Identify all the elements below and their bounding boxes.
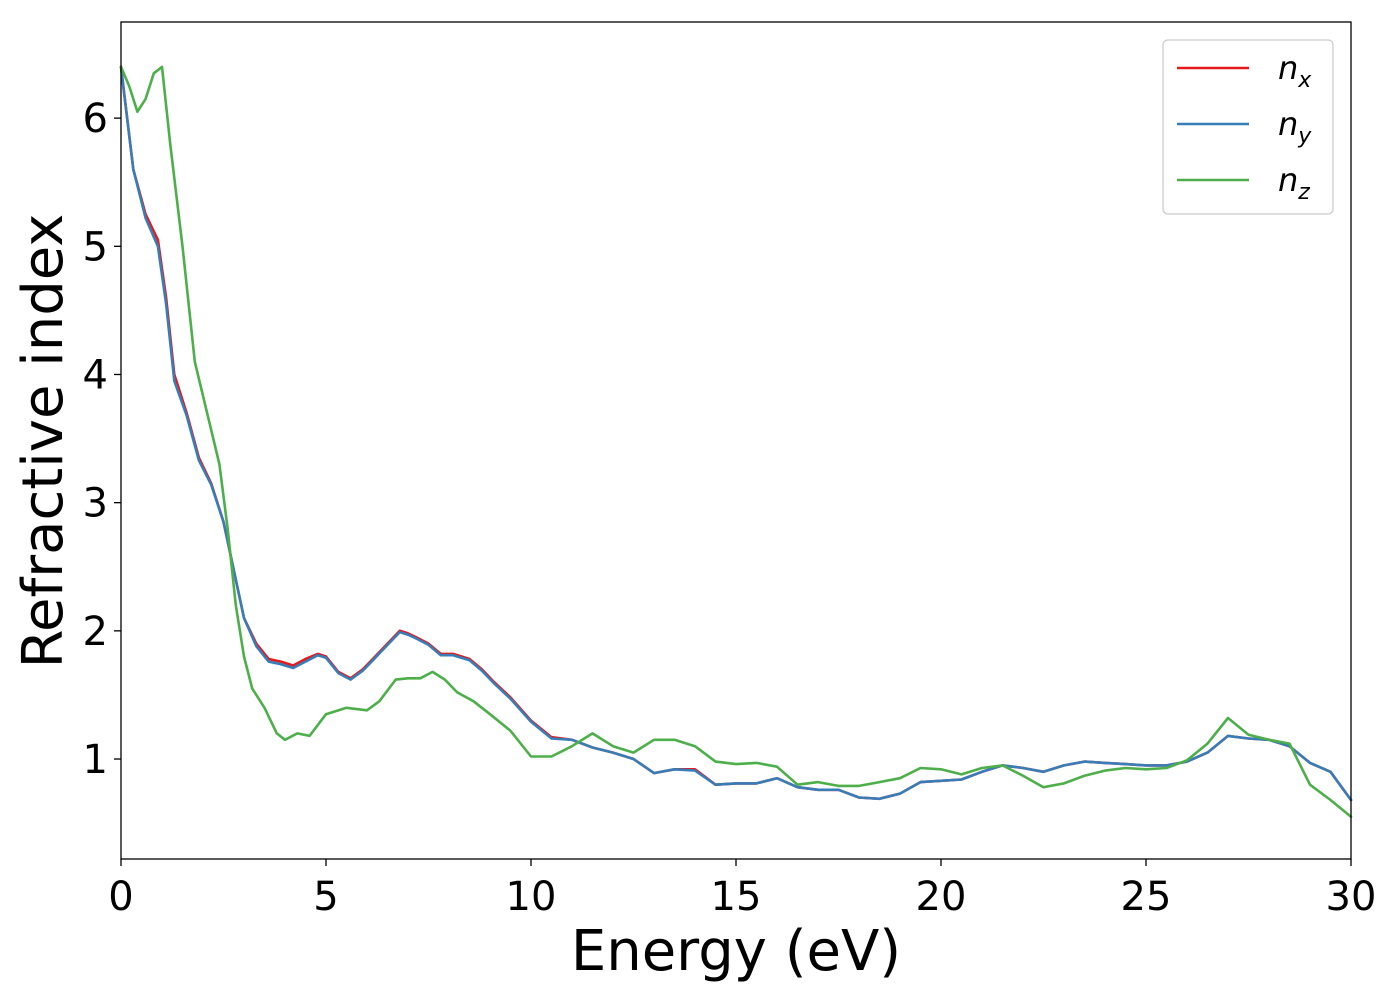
series-layer — [119, 65, 1353, 818]
legend-label-x: nx — [1278, 49, 1312, 93]
y-tick-label: 4 — [83, 352, 108, 398]
y-tick-label: 1 — [83, 737, 108, 783]
x-tick-label: 25 — [1121, 874, 1172, 920]
x-tick-label: 5 — [313, 874, 338, 920]
legend-box — [1162, 39, 1334, 215]
y-tick-label: 2 — [83, 609, 108, 655]
x-tick-label: 15 — [711, 874, 762, 920]
y-tick-label: 6 — [83, 96, 108, 142]
series-line-z — [119, 65, 1353, 818]
legend-label-y: ny — [1278, 105, 1312, 149]
x-tick-label: 0 — [108, 874, 133, 920]
series-line-y — [119, 65, 1353, 802]
x-axis-ticks: 0 5 10 15 20 25 30 — [108, 859, 1376, 920]
y-axis-title: Refractive index — [11, 214, 76, 669]
y-tick-label: 3 — [83, 481, 108, 527]
x-axis-title: Energy (eV) — [571, 919, 901, 984]
legend-label-z: nz — [1278, 161, 1310, 205]
x-tick-label: 30 — [1326, 874, 1377, 920]
x-tick-label: 20 — [916, 874, 967, 920]
x-tick-label: 10 — [506, 874, 557, 920]
y-axis-ticks: 1 2 3 4 5 6 — [83, 96, 121, 783]
y-tick-label: 5 — [83, 224, 108, 270]
legend: nx ny nz — [1162, 39, 1334, 215]
